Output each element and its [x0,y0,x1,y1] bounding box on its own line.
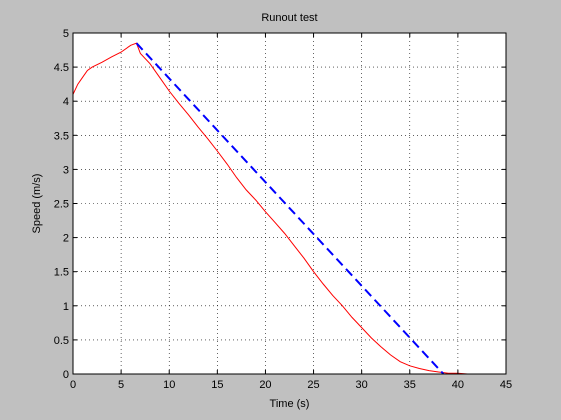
chart-title: Runout test [261,12,317,24]
x-tick-label: 45 [500,379,512,391]
x-axis-label: Time (s) [270,398,310,410]
y-tick-label: 3 [63,164,69,176]
y-axis-label: Speed (m/s) [31,174,43,234]
y-tick-label: 0.5 [54,335,69,347]
y-tick-label: 2.5 [54,199,69,211]
x-tick-label: 30 [356,379,368,391]
x-tick-label: 25 [307,379,319,391]
x-tick-label: 0 [70,379,76,391]
dashed-series-line [135,42,445,375]
y-tick-label: 0 [63,369,69,381]
y-tick-label: 3.5 [54,130,69,142]
y-tick-label: 4.5 [54,62,69,74]
y-tick-label: 5 [63,28,69,40]
y-tick-label: 1.5 [54,267,69,279]
x-tick-label: 5 [118,379,124,391]
grid [73,33,506,374]
x-tick-label: 15 [211,379,223,391]
y-tick-label: 2 [63,233,69,245]
x-tick-label: 35 [404,379,416,391]
series-layer [72,42,487,375]
y-tick-label: 4 [63,96,69,108]
x-tick-label: 40 [452,379,464,391]
x-tick-label: 20 [259,379,271,391]
measured-series-line [72,42,487,375]
ticks: 0 5 10 15 20 25 30 35 40 45 0 0.5 1 1.5 2 2.5 3 3.5 4 4.5 5 [54,28,512,391]
y-tick-label: 1 [63,301,69,313]
x-tick-label: 10 [163,379,175,391]
